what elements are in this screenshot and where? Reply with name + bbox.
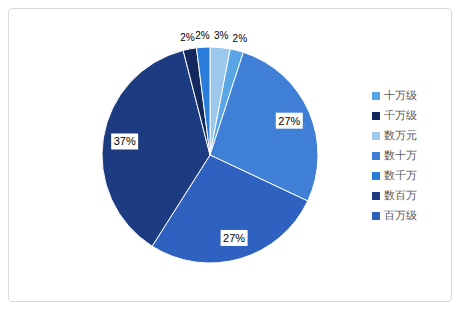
svg-text:3%: 3%	[214, 30, 229, 41]
html-text:百万级: 百万级	[384, 209, 417, 221]
html-text:千万级: 千万级	[384, 109, 417, 121]
html-text:数千万: 数千万	[384, 169, 417, 181]
svg-text:27%: 27%	[278, 115, 300, 127]
html-text:十万级: 十万级	[384, 89, 417, 101]
svg-text:2%: 2%	[233, 33, 248, 44]
svg-text:2%: 2%	[180, 32, 195, 43]
html-text:数百万: 数百万	[384, 189, 417, 201]
svg-text:27%: 27%	[223, 232, 245, 244]
svg-text:2%: 2%	[195, 30, 210, 41]
html-text:数万元: 数万元	[384, 129, 417, 141]
html-text:数十万: 数十万	[384, 149, 417, 161]
svg-text:37%: 37%	[114, 135, 136, 147]
